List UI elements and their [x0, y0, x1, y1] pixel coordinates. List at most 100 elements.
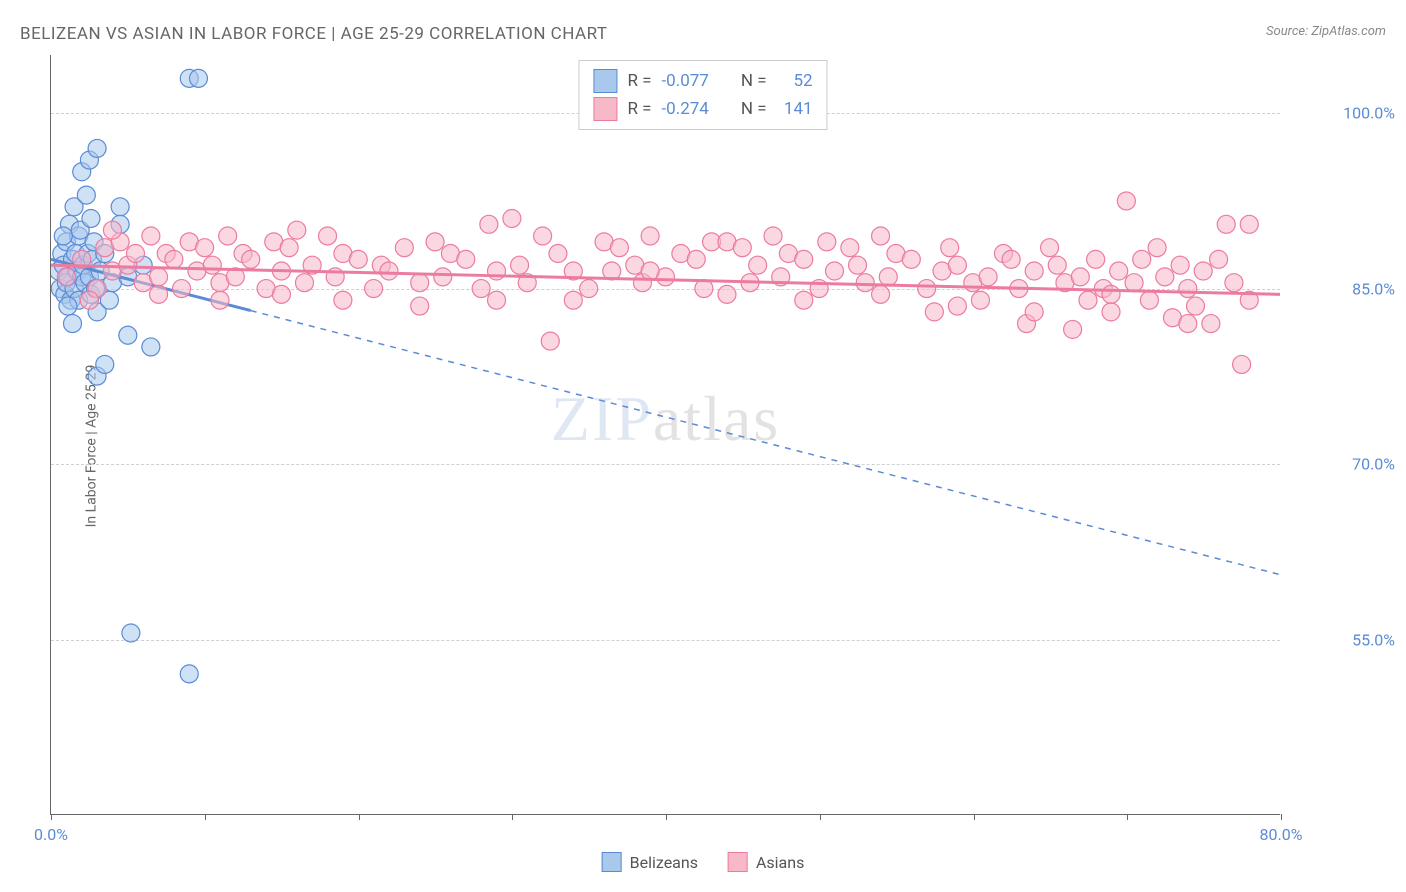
data-point — [111, 198, 129, 216]
legend-label: Belizeans — [630, 853, 698, 872]
data-point — [1025, 262, 1043, 280]
x-tick — [512, 814, 513, 820]
data-point — [749, 256, 767, 274]
chart-title: BELIZEAN VS ASIAN IN LABOR FORCE | AGE 2… — [20, 24, 608, 44]
data-point — [764, 227, 782, 245]
data-point — [426, 233, 444, 251]
data-point — [295, 274, 313, 292]
data-point — [54, 227, 72, 245]
data-point — [1171, 256, 1189, 274]
n-label: N = — [741, 99, 767, 119]
data-point — [488, 291, 506, 309]
data-point — [165, 250, 183, 268]
data-point — [173, 280, 191, 298]
legend-item: Asians — [728, 852, 804, 872]
data-point — [150, 285, 168, 303]
data-point — [395, 239, 413, 257]
trend-line-dashed — [251, 311, 1280, 575]
x-tick — [205, 814, 206, 820]
x-tick — [51, 814, 52, 820]
data-point — [272, 285, 290, 303]
data-point — [1125, 274, 1143, 292]
data-point — [1041, 239, 1059, 257]
data-point — [411, 274, 429, 292]
data-point — [841, 239, 859, 257]
data-point — [211, 291, 229, 309]
r-label: R = — [627, 99, 651, 119]
data-point — [610, 239, 628, 257]
n-label: N = — [741, 71, 767, 91]
r-value: -0.077 — [661, 71, 708, 91]
correlation-legend: R =-0.077N =52R =-0.274N =141 — [578, 60, 827, 130]
data-point — [1079, 291, 1097, 309]
data-point — [1071, 268, 1089, 286]
x-tick — [666, 814, 667, 820]
y-tick-label: 70.0% — [1352, 455, 1395, 474]
data-point — [122, 624, 140, 642]
data-point — [1133, 250, 1151, 268]
data-point — [142, 227, 160, 245]
data-point — [1110, 262, 1128, 280]
data-point — [77, 186, 95, 204]
data-point — [288, 221, 306, 239]
legend-item: Belizeans — [602, 852, 698, 872]
data-point — [334, 291, 352, 309]
data-point — [1187, 297, 1205, 315]
x-tick — [820, 814, 821, 820]
x-tick-label: 80.0% — [1260, 825, 1303, 844]
data-point — [1102, 303, 1120, 321]
plot-svg — [51, 55, 1280, 814]
data-point — [150, 268, 168, 286]
data-point — [365, 280, 383, 298]
data-point — [480, 215, 498, 233]
data-point — [918, 280, 936, 298]
data-point — [1156, 268, 1174, 286]
data-point — [718, 285, 736, 303]
r-label: R = — [627, 71, 651, 91]
data-point — [687, 250, 705, 268]
data-point — [1117, 192, 1135, 210]
data-point — [142, 338, 160, 356]
data-point — [948, 256, 966, 274]
data-point — [971, 291, 989, 309]
data-point — [818, 233, 836, 251]
legend-label: Asians — [756, 853, 804, 872]
data-point — [380, 262, 398, 280]
data-point — [511, 256, 529, 274]
data-point — [64, 315, 82, 333]
legend-swatch — [593, 69, 617, 93]
data-point — [1194, 262, 1212, 280]
x-tick — [974, 814, 975, 820]
data-point — [733, 239, 751, 257]
series-legend: Belizeans Asians — [602, 852, 805, 872]
data-point — [795, 291, 813, 309]
data-point — [564, 291, 582, 309]
data-point — [242, 250, 260, 268]
data-point — [472, 280, 490, 298]
legend-swatch — [602, 852, 622, 872]
data-point — [1025, 303, 1043, 321]
data-point — [196, 239, 214, 257]
data-point — [180, 665, 198, 683]
data-point — [549, 245, 567, 263]
data-point — [203, 256, 221, 274]
data-point — [119, 326, 137, 344]
data-point — [641, 227, 659, 245]
data-point — [856, 274, 874, 292]
data-point — [434, 268, 452, 286]
data-point — [189, 69, 207, 87]
data-point — [1140, 291, 1158, 309]
n-value: 52 — [777, 71, 813, 91]
x-tick — [359, 814, 360, 820]
data-point — [57, 268, 75, 286]
data-point — [88, 139, 106, 157]
y-tick-label: 85.0% — [1352, 279, 1395, 298]
legend-swatch — [728, 852, 748, 872]
data-point — [948, 297, 966, 315]
data-point — [96, 355, 114, 373]
data-point — [1202, 315, 1220, 333]
data-point — [849, 256, 867, 274]
data-point — [457, 250, 475, 268]
data-point — [1064, 320, 1082, 338]
data-point — [641, 262, 659, 280]
